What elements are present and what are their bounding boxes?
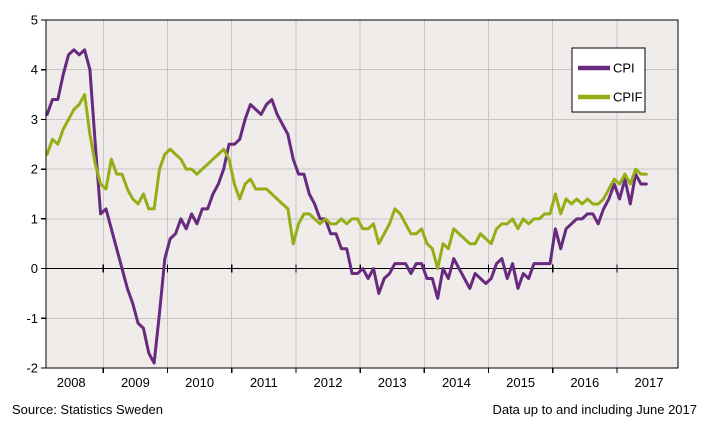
x-tick-label: 2016: [570, 375, 599, 390]
x-tick-label: 2017: [635, 375, 664, 390]
cpi-cpif-line-chart: 5 4 3 2 1 0 -1 -2 2008 2009 2010 2011 2012 2013 2014 20…: [26, 13, 679, 390]
x-tick-label: 2012: [314, 375, 343, 390]
x-tick-label: 2015: [506, 375, 535, 390]
cpif-line: [46, 93, 648, 271]
data-coverage-note: Data up to and including June 2017: [492, 402, 697, 417]
x-tick-label: 2008: [57, 375, 86, 390]
x-tick-label: 2009: [121, 375, 150, 390]
legend-box: [571, 47, 646, 113]
legend-cpif-label: CPIF: [613, 90, 643, 105]
chart-footer: Source: Statistics Sweden Data up to and…: [12, 402, 697, 417]
source-note: Source: Statistics Sweden: [12, 402, 164, 417]
x-tick-label: 2013: [378, 375, 407, 390]
y-tick-label: 0: [31, 261, 38, 276]
y-tick-label: 2: [31, 162, 38, 177]
y-tick-label: 4: [31, 62, 38, 77]
y-tick-label: 5: [31, 13, 38, 28]
x-tick-label: 2014: [442, 375, 471, 390]
legend-cpi-label: CPI: [613, 61, 635, 76]
y-tick-label: 1: [31, 211, 38, 226]
y-tick-label: -2: [26, 361, 38, 376]
y-tick-label: 3: [31, 112, 38, 127]
y-tick-label: -1: [26, 311, 38, 326]
plot-border: [45, 19, 679, 369]
cpi-line: [46, 48, 648, 365]
x-tick-label: 2010: [185, 375, 214, 390]
x-tick-label: 2011: [250, 375, 278, 390]
